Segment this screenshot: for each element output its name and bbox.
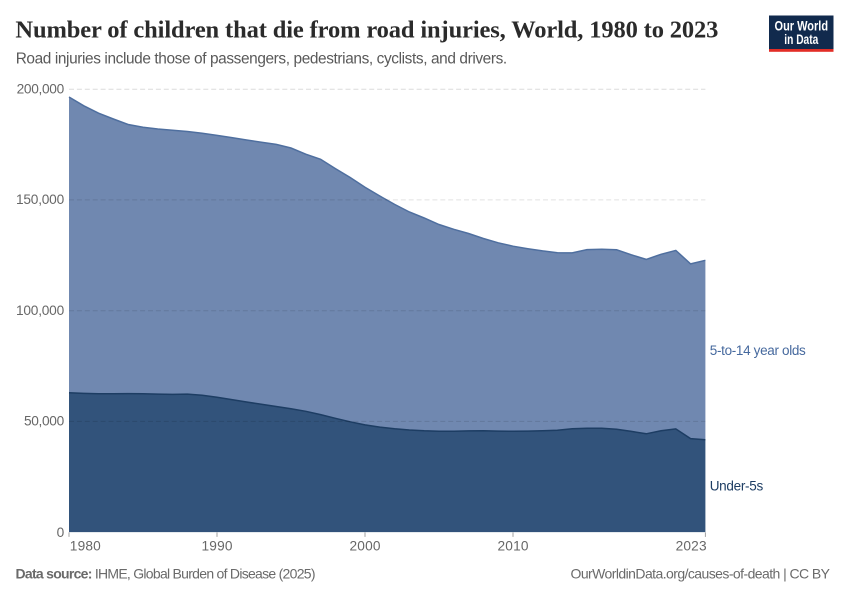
svg-text:Data source: IHME, Global Burd: Data source: IHME, Global Burden of Dise… (16, 566, 316, 582)
svg-text:1980: 1980 (70, 538, 101, 553)
svg-text:50,000: 50,000 (24, 414, 65, 429)
svg-text:100,000: 100,000 (16, 303, 65, 318)
svg-text:1990: 1990 (202, 538, 233, 553)
svg-text:OurWorldinData.org/causes-of-d: OurWorldinData.org/causes-of-death | CC … (571, 566, 831, 582)
svg-text:5-to-14 year olds: 5-to-14 year olds (710, 343, 806, 358)
svg-text:Number of children that die fr: Number of children that die from road in… (15, 17, 718, 44)
svg-text:0: 0 (57, 525, 65, 540)
svg-text:2000: 2000 (350, 538, 381, 553)
svg-text:2010: 2010 (498, 538, 529, 553)
svg-text:150,000: 150,000 (16, 192, 65, 207)
svg-text:2023: 2023 (676, 538, 707, 553)
svg-text:in Data: in Data (784, 32, 818, 47)
svg-text:Our World: Our World (775, 19, 829, 34)
svg-text:Under-5s: Under-5s (710, 479, 764, 494)
svg-text:200,000: 200,000 (17, 81, 65, 96)
svg-text:Road injuries include those of: Road injuries include those of passenger… (16, 50, 508, 67)
